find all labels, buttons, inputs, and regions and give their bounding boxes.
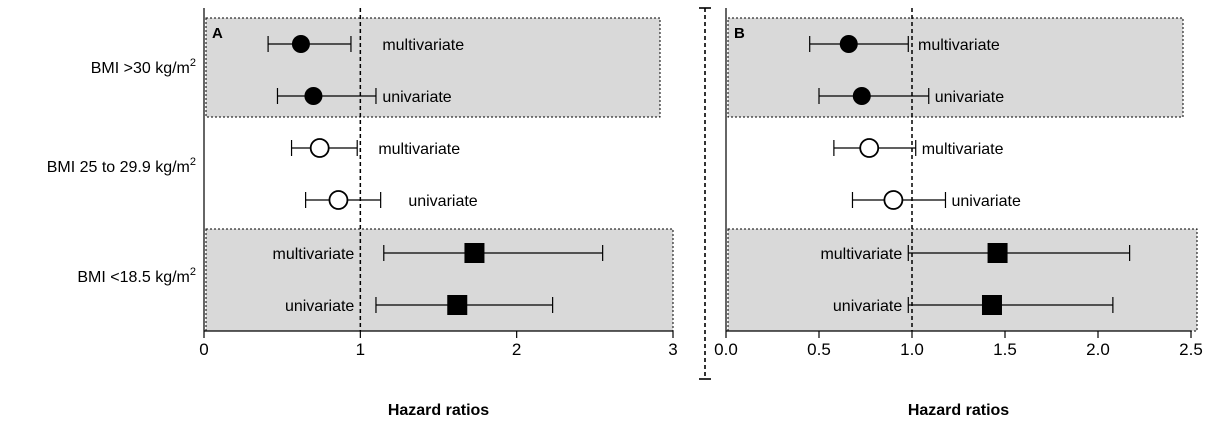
point-estimate-marker bbox=[309, 138, 330, 158]
point-estimate-marker bbox=[981, 295, 1002, 315]
x-tick-label: 2.0 bbox=[1086, 340, 1110, 359]
panel-a: A 0 1 2 3 Hazard ratios multivariate univariate… bbox=[199, 8, 678, 419]
x-axis-title: Hazard ratios bbox=[908, 402, 1009, 419]
x-tick-label: 1.0 bbox=[900, 340, 924, 359]
point-estimate-marker bbox=[291, 35, 310, 53]
model-label: multivariate bbox=[820, 246, 902, 263]
x-tick-label: 1.5 bbox=[993, 340, 1017, 359]
x-tick-label: 0.5 bbox=[807, 340, 831, 359]
point-estimate-marker bbox=[859, 138, 880, 158]
model-label: multivariate bbox=[382, 37, 464, 54]
group-label-3: BMI <18.5 kg/m2 bbox=[77, 266, 196, 286]
point-estimate-marker bbox=[328, 190, 349, 210]
x-tick-label: 0 bbox=[199, 340, 208, 359]
point-estimate-marker bbox=[987, 243, 1008, 263]
group-label-1: BMI >30 kg/m2 bbox=[91, 57, 196, 77]
model-label: univariate bbox=[935, 89, 1004, 106]
point-estimate-marker bbox=[839, 35, 858, 53]
point-estimate-marker bbox=[852, 87, 871, 105]
shaded-band-2 bbox=[727, 228, 1198, 332]
model-label: univariate bbox=[382, 89, 451, 106]
model-label: multivariate bbox=[378, 141, 460, 158]
group-label-2: BMI 25 to 29.9 kg/m2 bbox=[47, 156, 196, 176]
panel-label: A bbox=[212, 25, 223, 42]
model-label: univariate bbox=[408, 193, 477, 210]
point-estimate-marker bbox=[464, 243, 485, 263]
point-estimate-marker bbox=[304, 87, 323, 105]
model-label: univariate bbox=[833, 298, 902, 315]
model-label: univariate bbox=[285, 298, 354, 315]
x-tick-label: 2.5 bbox=[1179, 340, 1203, 359]
model-label: univariate bbox=[951, 193, 1020, 210]
point-estimate-marker bbox=[883, 190, 904, 210]
model-label: multivariate bbox=[922, 141, 1004, 158]
x-tick-label: 2 bbox=[512, 340, 521, 359]
x-tick-label: 0.0 bbox=[714, 340, 738, 359]
model-label: multivariate bbox=[273, 246, 355, 263]
shaded-band-2 bbox=[205, 228, 674, 332]
point-estimate-marker bbox=[447, 295, 468, 315]
model-label: multivariate bbox=[918, 37, 1000, 54]
shaded-band-1 bbox=[727, 17, 1184, 118]
x-tick-label: 1 bbox=[356, 340, 365, 359]
shaded-band-1 bbox=[205, 17, 661, 118]
x-axis-title: Hazard ratios bbox=[388, 402, 489, 419]
panel-label: B bbox=[734, 25, 745, 42]
x-tick-label: 3 bbox=[668, 340, 677, 359]
panel-b: B 0.0 0.5 1.0 1.5 2.0 2.5 Hazard ratios multivar… bbox=[714, 8, 1203, 419]
